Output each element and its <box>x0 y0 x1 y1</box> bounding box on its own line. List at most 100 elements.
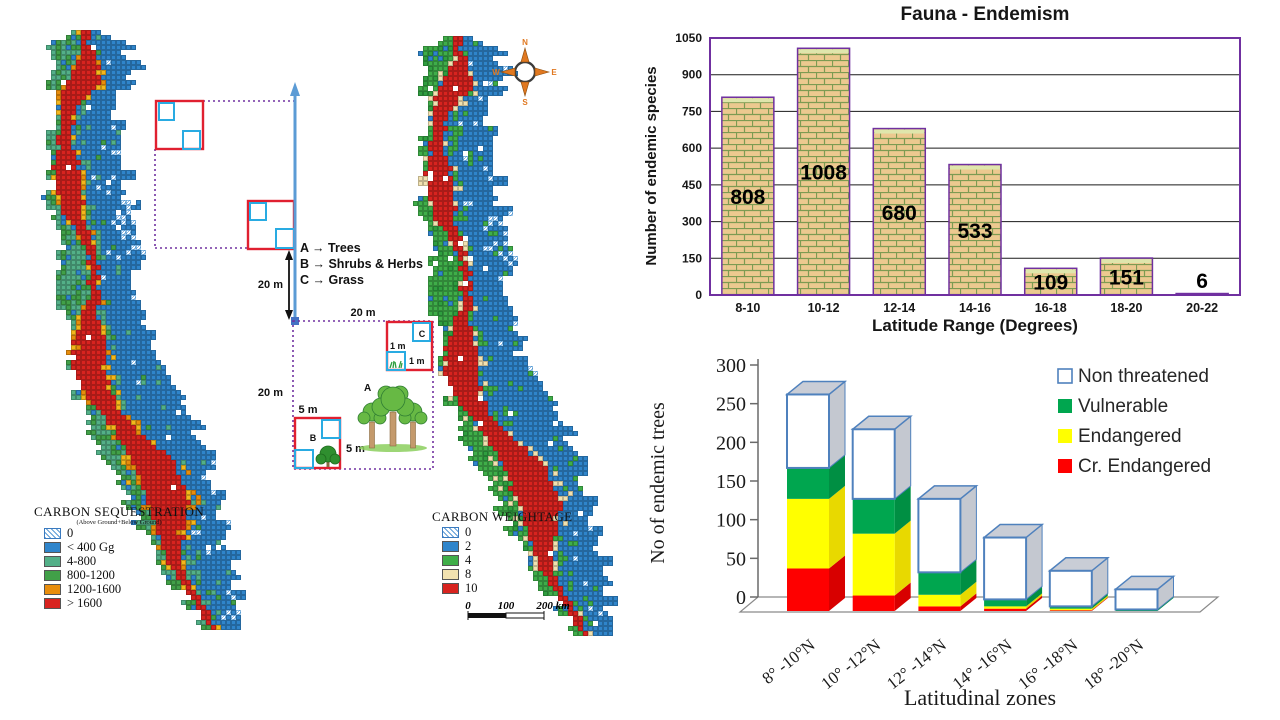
trees-sprite <box>357 385 428 452</box>
key-grass: C → Grass <box>300 273 364 287</box>
dimension-5m: 5 m <box>346 443 365 455</box>
bar-segment-Non threatened <box>786 393 830 469</box>
sampling-design-diagram: 20 m A → Trees B → Shrubs & Herbs C → Gr… <box>154 82 434 470</box>
bar-cap <box>874 129 925 134</box>
y-tick-label: 600 <box>682 141 702 155</box>
bar-side-Cr. Endangered <box>1091 597 1108 611</box>
grass-sprite <box>389 360 403 369</box>
key-shrubs-herbs: B → Shrubs & Herbs <box>300 257 423 271</box>
legend-swatch-Endangered <box>1058 429 1072 443</box>
bar-cap <box>950 165 1000 170</box>
legend-item: 0 <box>442 525 573 539</box>
legend-item: 4-800 <box>44 554 204 568</box>
legend-item: 10 <box>442 581 573 595</box>
compass-s-label: S <box>522 98 528 106</box>
x-axis-title: Latitude Range (Degrees) <box>872 316 1078 335</box>
bar-side-Endangered <box>894 520 911 596</box>
legend-swatch <box>44 583 61 595</box>
legend-label: Cr. Endangered <box>1078 456 1211 477</box>
compass-north-arrow <box>520 46 530 63</box>
bar-side-Vulnerable <box>894 485 911 534</box>
legend-label: 800-1200 <box>67 567 115 582</box>
bar-value-label: 533 <box>957 220 992 243</box>
bar-18-20 <box>1099 257 1154 296</box>
distance-arrowhead-up <box>285 250 293 260</box>
bar-8-10 <box>721 96 775 296</box>
distance-arrowhead-down <box>285 310 293 320</box>
legend-label: 0 <box>67 525 74 540</box>
bar-segment-Non threatened <box>851 428 896 500</box>
plot-top-dimension: 20 m <box>350 307 375 319</box>
bar-side-Cr. Endangered <box>894 582 911 611</box>
legend-label: 10 <box>465 580 478 595</box>
y-tick-label: 150 <box>716 471 746 493</box>
quadrat-b <box>321 419 341 439</box>
legend-swatch <box>442 582 459 594</box>
y-axis-title: No of endemic trees <box>647 402 669 564</box>
bar-side-Non threatened <box>828 380 846 469</box>
scale-white-segment <box>505 612 545 619</box>
carbon-weightage-legend: CARBON WEIGHTAGE 0 2 4 8 10 <box>432 509 573 595</box>
subplot-frame <box>246 199 296 251</box>
y-tick-label: 450 <box>682 178 702 192</box>
x-axis-title: Latitudinal zones <box>904 685 1056 710</box>
compass-south-arrow <box>520 81 530 98</box>
bar-segment-Vulnerable <box>918 572 961 595</box>
y-tick-label: 750 <box>682 104 702 118</box>
bar-side-Cr. Endangered <box>1026 595 1043 611</box>
y-tick-label: 0 <box>736 587 746 609</box>
nested-quadrat <box>182 130 201 150</box>
legend-rows: 0 < 400 Gg 4-800 800-1200 1200-1600 > 1600 <box>34 526 204 610</box>
x-tick-label: 10-12 <box>808 301 840 315</box>
legend-label: 4 <box>465 552 472 567</box>
carbon-weightage-map <box>398 36 638 640</box>
bar-segment-Endangered <box>1049 608 1092 611</box>
plot-20m-square <box>292 320 434 470</box>
bar-side-Cr. Endangered <box>960 593 977 611</box>
y-tick-label: 300 <box>716 355 746 377</box>
bar-segment-Cr. Endangered <box>918 606 961 611</box>
compass-west-arrow <box>499 67 516 77</box>
label-a: A <box>364 383 371 394</box>
dimension-1m: 1 m <box>390 341 406 351</box>
legend-label: 8 <box>465 566 472 581</box>
bar-cap <box>1101 259 1152 264</box>
scale-0: 0 <box>465 600 471 612</box>
bar-segment-Vulnerable <box>984 599 1027 607</box>
bar-side-Endangered <box>1026 593 1043 609</box>
nested-quadrat <box>249 202 267 221</box>
compass-n-label: N <box>522 38 528 47</box>
bar-cap <box>798 49 849 54</box>
carbon-sequestration-map <box>26 30 266 634</box>
bar-segment-Cr. Endangered <box>852 595 895 611</box>
x-tick-label: 18° -20°N <box>1080 635 1147 693</box>
dimension-5m: 5 m <box>299 404 318 416</box>
legend-swatch <box>44 555 61 567</box>
bar-side-Endangered <box>1091 595 1108 611</box>
legend-label: Endangered <box>1078 426 1182 447</box>
y-tick-label: 50 <box>726 548 746 570</box>
legend-label: 4-800 <box>67 553 97 568</box>
x-tick-label: 12-14 <box>883 301 915 315</box>
y-tick-label: 900 <box>682 68 702 82</box>
bar-cap <box>722 98 773 103</box>
legend-item: 0 <box>44 526 204 540</box>
legend-swatch-Cr. Endangered <box>1058 459 1072 473</box>
bar-segment-Non threatened <box>1048 569 1093 608</box>
bar-value-label: 1008 <box>800 162 847 185</box>
compass-rose: N S W E <box>492 38 557 106</box>
legend-label: > 1600 <box>67 595 103 610</box>
bar-segment-Vulnerable <box>852 498 895 534</box>
x-tick-label: 18-20 <box>1110 301 1142 315</box>
label-b: B <box>310 433 317 443</box>
fauna-endemism-chart: Fauna - Endemism 808 8-10 1008 10-12 680 12-14… <box>643 4 1241 335</box>
quadrat-c <box>412 322 431 342</box>
y-axis-title: Number of endemic species <box>643 66 660 265</box>
x-tick-label: 16-18 <box>1035 301 1067 315</box>
bar-side-Vulnerable <box>829 454 845 499</box>
bar-segment-Cr. Endangered <box>1049 610 1092 611</box>
bar-segment-Vulnerable <box>1049 606 1092 609</box>
x-tick-label: 8-10 <box>735 301 760 315</box>
